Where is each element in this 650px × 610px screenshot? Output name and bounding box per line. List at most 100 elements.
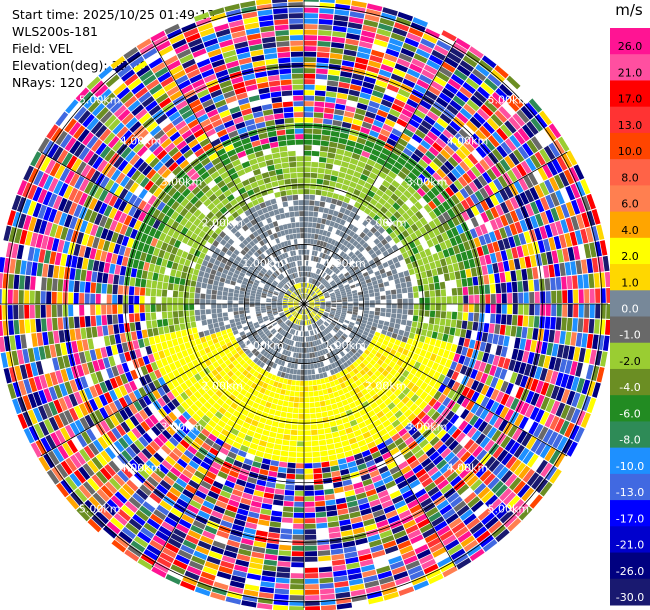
velocity-gate	[307, 289, 311, 294]
velocity-gate	[161, 304, 167, 312]
velocity-gate	[219, 370, 227, 378]
velocity-gate	[249, 375, 257, 382]
velocity-gate	[425, 568, 442, 580]
velocity-gate	[161, 394, 171, 404]
velocity-gate	[200, 571, 216, 581]
velocity-gate	[186, 565, 202, 576]
velocity-gate	[175, 394, 185, 404]
velocity-gate	[337, 508, 349, 516]
velocity-gate	[456, 202, 466, 213]
velocity-gate	[330, 281, 336, 286]
velocity-gate	[159, 266, 166, 275]
velocity-gate	[281, 445, 290, 452]
velocity-gate	[458, 354, 466, 365]
velocity-gate	[389, 446, 400, 456]
velocity-gate	[466, 388, 475, 400]
velocity-gate	[252, 402, 260, 409]
velocity-gate	[377, 226, 385, 234]
velocity-gate	[294, 397, 300, 403]
velocity-gate	[524, 102, 538, 117]
velocity-gate	[312, 222, 317, 228]
velocity-gate	[194, 338, 202, 346]
velocity-gate	[335, 229, 341, 236]
velocity-gate	[485, 386, 495, 398]
velocity-gate	[406, 320, 412, 327]
velocity-gate	[369, 329, 376, 335]
velocity-gate	[332, 210, 339, 217]
velocity-gate	[540, 396, 550, 411]
velocity-gate	[535, 441, 547, 456]
velocity-gate	[322, 330, 327, 336]
velocity-gate	[429, 106, 442, 117]
velocity-gate	[250, 557, 264, 565]
velocity-gate	[384, 357, 392, 365]
velocity-gate	[204, 424, 214, 433]
velocity-gate	[135, 278, 141, 287]
velocity-gate	[188, 479, 200, 490]
velocity-gate	[427, 85, 441, 96]
velocity-gate	[172, 304, 178, 311]
velocity-gate	[436, 499, 450, 511]
velocity-gate	[195, 315, 201, 322]
velocity-gate	[161, 289, 168, 297]
velocity-gate	[250, 500, 262, 508]
velocity-gate	[326, 157, 335, 165]
velocity-gate	[91, 271, 98, 283]
velocity-gate	[572, 318, 578, 332]
velocity-gate	[213, 505, 226, 514]
velocity-gate	[207, 397, 216, 406]
velocity-gate	[405, 325, 411, 332]
velocity-gate	[145, 304, 151, 313]
velocity-gate	[138, 436, 149, 448]
velocity-gate	[521, 244, 530, 257]
velocity-gate	[183, 449, 195, 460]
velocity-gate	[479, 255, 487, 266]
velocity-gate	[282, 400, 289, 407]
velocity-gate	[305, 331, 308, 337]
velocity-gate	[400, 465, 412, 475]
velocity-gate	[322, 389, 329, 395]
velocity-gate	[276, 433, 284, 440]
velocity-gate	[509, 134, 521, 149]
velocity-gate	[306, 294, 309, 300]
velocity-gate	[359, 408, 367, 416]
velocity-gate	[165, 425, 176, 436]
velocity-gate	[294, 358, 299, 364]
velocity-gate	[19, 319, 26, 334]
velocity-gate	[200, 461, 211, 471]
velocity-gate	[540, 196, 550, 211]
velocity-gate	[314, 304, 320, 306]
velocity-gate	[578, 347, 586, 363]
velocity-gate	[210, 592, 226, 601]
velocity-gate	[413, 53, 428, 64]
velocity-gate	[308, 283, 311, 289]
velocity-gate	[286, 473, 296, 480]
velocity-gate	[562, 248, 570, 262]
velocity-gate	[353, 298, 359, 302]
velocity-gate	[315, 315, 320, 320]
velocity-gate	[114, 411, 125, 424]
velocity-gate	[227, 308, 233, 312]
velocity-gate	[461, 386, 471, 397]
velocity-gate	[581, 259, 588, 274]
velocity-gate	[260, 463, 270, 471]
velocity-gate	[337, 224, 344, 231]
velocity-gate	[343, 49, 357, 57]
velocity-gate	[299, 309, 303, 314]
velocity-gate	[457, 304, 463, 312]
velocity-gate	[326, 327, 331, 333]
velocity-gate	[233, 307, 239, 312]
velocity-gate	[143, 337, 150, 347]
velocity-gate	[104, 404, 114, 417]
velocity-gate	[231, 523, 245, 532]
velocity-gate	[500, 346, 508, 358]
velocity-gate	[580, 178, 591, 195]
velocity-gate	[197, 276, 203, 283]
velocity-gate	[213, 581, 229, 591]
velocity-gate	[204, 346, 211, 354]
velocity-gate	[274, 345, 280, 352]
velocity-gate	[475, 64, 490, 77]
velocity-gate	[443, 145, 455, 156]
velocity-gate	[417, 410, 427, 420]
velocity-gate	[149, 440, 161, 452]
